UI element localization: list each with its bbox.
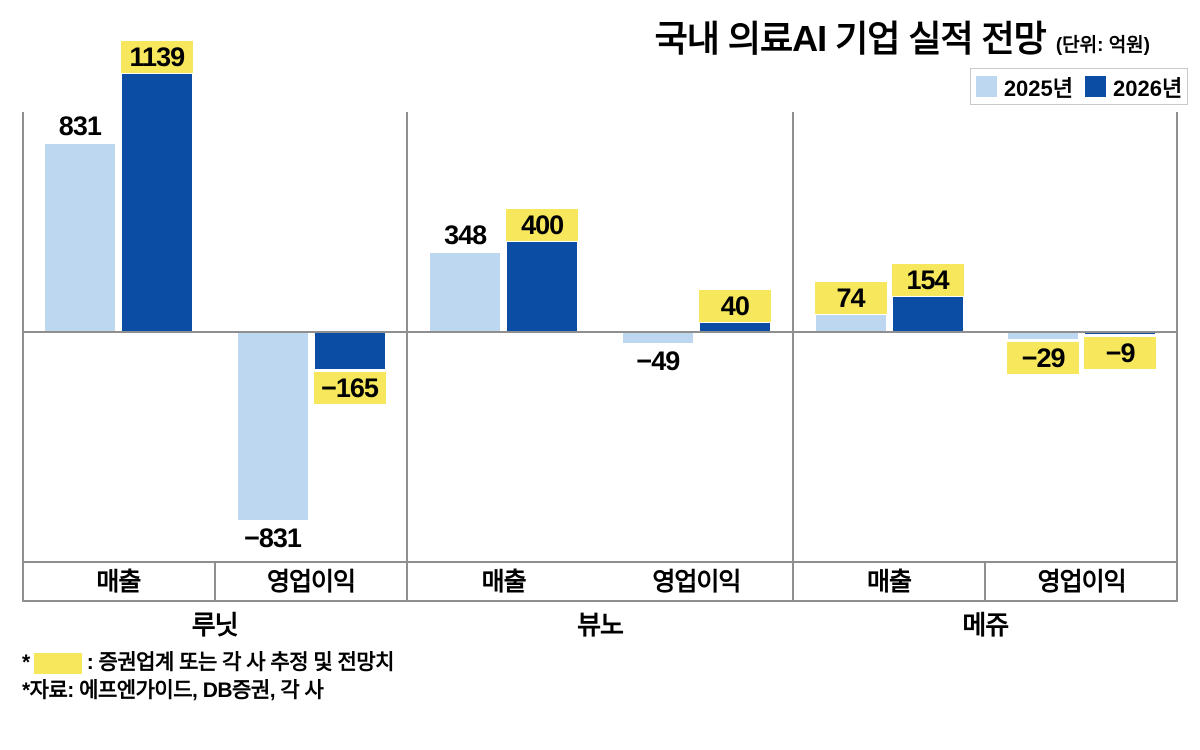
estimate-value-label: −9 — [1084, 337, 1157, 370]
chart-title-block: 국내 의료AI 기업 실적 전망 (단위: 억원) — [655, 10, 1150, 62]
legend-item-2025: 2025년 — [975, 71, 1073, 103]
category-band-top-line — [22, 561, 1178, 563]
legend-label-2025: 2025년 — [1003, 75, 1073, 101]
bar-2026년 — [892, 297, 963, 332]
footnote-estimate: * : 증권업계 또는 각 사 추정 및 전망치 — [22, 649, 395, 677]
plot-bottom-border — [22, 600, 1178, 602]
legend-label-2026: 2026년 — [1113, 75, 1183, 101]
bar-2025년 — [815, 315, 886, 332]
bar-2025년 — [430, 253, 501, 332]
footnotes: * : 증권업계 또는 각 사 추정 및 전망치 *자료: 에프엔가이드, DB… — [22, 649, 395, 705]
estimate-value-label: 400 — [506, 208, 579, 241]
bar-2025년 — [44, 143, 115, 332]
legend-swatch-2025 — [975, 76, 997, 97]
category-cell-label: 영업이익 — [652, 568, 741, 596]
value-label: 831 — [58, 110, 102, 141]
chart-title: 국내 의료AI 기업 실적 전망 — [654, 18, 1047, 59]
value-label: −831 — [244, 523, 302, 553]
category-cell-label: 영업이익 — [266, 568, 356, 596]
estimate-value-label: −165 — [313, 372, 386, 405]
bar-2026년 — [699, 322, 770, 332]
bar-2025년 — [237, 332, 308, 520]
value-label: 348 — [444, 220, 487, 251]
category-cell-label: 매출 — [96, 568, 141, 596]
value-label: −49 — [636, 346, 680, 377]
footnote-marker: * — [22, 651, 30, 674]
bar-2026년 — [507, 241, 578, 332]
zero-baseline — [22, 331, 1178, 333]
estimate-value-label: 154 — [891, 264, 964, 297]
section-divider — [406, 112, 409, 602]
bar-2026년 — [1085, 332, 1156, 335]
legend: 2025년 2026년 — [970, 68, 1188, 105]
bar-2026년 — [314, 332, 385, 370]
company-label: 뷰노 — [577, 610, 624, 640]
plot-left-border — [22, 112, 24, 602]
unit-label: (단위: 억원) — [1055, 35, 1150, 56]
estimate-value-label: 40 — [698, 289, 771, 322]
estimate-value-label: 1139 — [120, 41, 193, 74]
highlight-swatch — [33, 652, 82, 674]
estimate-value-label: −29 — [1007, 341, 1080, 374]
legend-item-2026: 2026년 — [1085, 71, 1182, 103]
footnote-source: *자료: 에프엔가이드, DB증권, 각 사 — [22, 679, 324, 702]
estimate-value-label: 74 — [814, 282, 887, 315]
category-cell-label: 매출 — [866, 568, 912, 596]
category-cell-label: 매출 — [481, 568, 527, 596]
footnote-estimate-text: : 증권업계 또는 각 사 추정 및 전망치 — [86, 651, 395, 674]
category-cell-divider — [213, 561, 216, 602]
legend-swatch-2026 — [1085, 76, 1106, 97]
section-divider — [791, 112, 794, 602]
company-label: 루닛 — [191, 610, 239, 640]
category-cell-divider — [984, 561, 987, 602]
company-label: 메쥬 — [962, 610, 1009, 640]
plot-right-border — [1176, 112, 1178, 602]
category-cell-label: 영업이익 — [1037, 568, 1127, 596]
bar-2026년 — [121, 74, 192, 332]
bar-2025년 — [1008, 332, 1079, 339]
bar-2025년 — [622, 332, 693, 344]
